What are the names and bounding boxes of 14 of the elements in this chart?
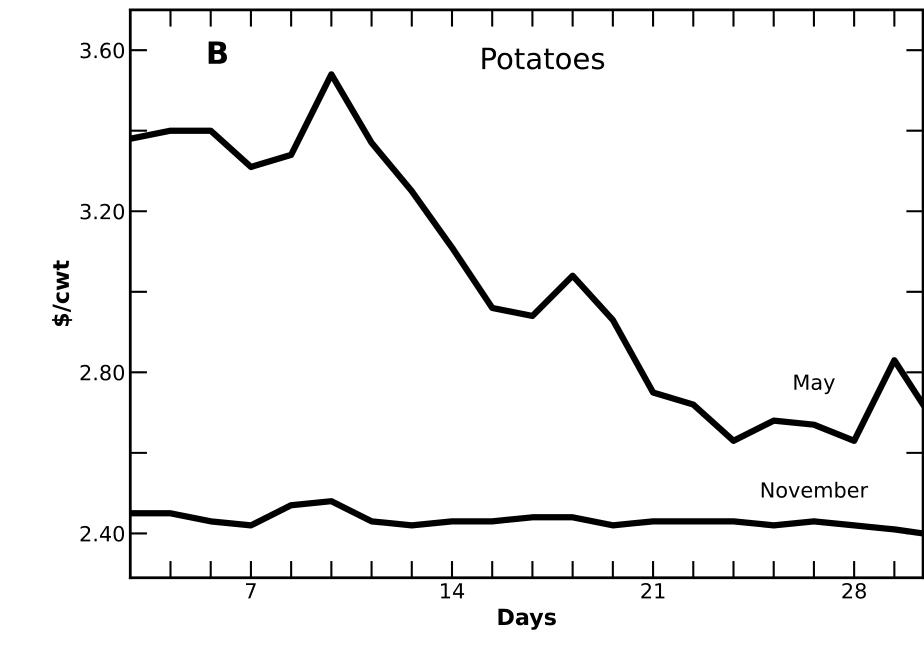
annotation: Potatoes — [482, 48, 604, 70]
x-axis-title: Days — [498, 608, 556, 630]
x-tick-label: 14 — [441, 583, 464, 598]
x-tick-label: 21 — [641, 582, 664, 598]
y-tick-label: 2.40 — [80, 526, 124, 542]
annotation: B — [208, 41, 227, 64]
series-label: November — [762, 482, 868, 498]
y-tick-label: 3.20 — [80, 204, 124, 220]
x-tick-label: 7 — [246, 583, 256, 598]
series-label: May — [794, 374, 835, 394]
x-tick-label: 28 — [842, 582, 866, 599]
y-axis-title: $/cwt — [52, 260, 72, 326]
y-tick-label: 2.80 — [80, 364, 124, 381]
y-tick-label: 3.60 — [80, 42, 124, 58]
